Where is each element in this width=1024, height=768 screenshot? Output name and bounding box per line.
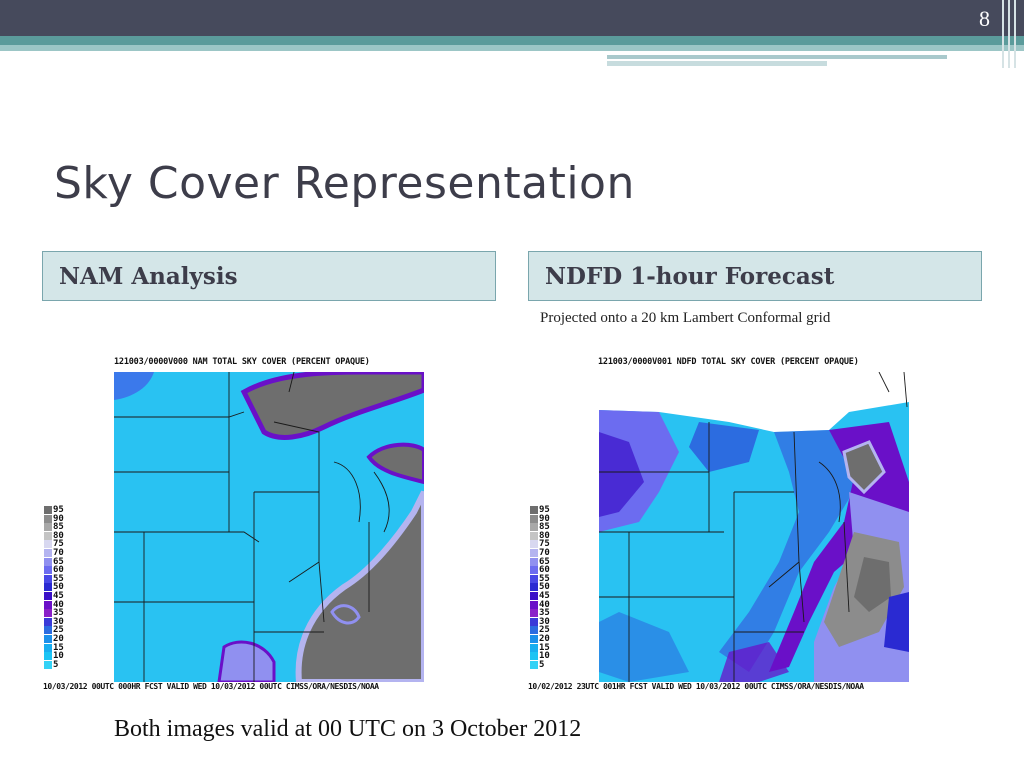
legend-label: 85	[53, 522, 64, 533]
legend-swatch	[530, 617, 538, 626]
legend-label: 20	[539, 634, 550, 644]
legend-label: 15	[539, 642, 550, 653]
legend-swatch	[530, 514, 538, 523]
legend-label: 75	[53, 539, 64, 550]
legend-label: 55	[53, 573, 64, 584]
legend-swatch	[44, 557, 52, 566]
legend-swatch	[530, 583, 538, 592]
legend-label: 10	[53, 651, 64, 662]
nam-sky-cover-map	[114, 372, 424, 682]
legend-label: 70	[53, 548, 64, 558]
legend-swatch	[44, 600, 52, 609]
page-number: 8	[979, 6, 990, 31]
legend-label: 60	[53, 565, 64, 576]
legend-label: 50	[53, 582, 64, 593]
legend-label: 65	[53, 556, 64, 567]
legend-swatch	[44, 609, 52, 618]
legend-label: 30	[539, 616, 550, 627]
legend-swatch	[44, 652, 52, 661]
ndfd-map-caption: 10/02/2012 23UTC 001HR FCST VALID WED 10…	[528, 682, 864, 691]
header-divider	[1008, 0, 1010, 68]
legend-swatch	[44, 635, 52, 643]
legend-label: 60	[539, 565, 550, 576]
legend-label: 5	[539, 659, 545, 670]
legend-label: 15	[53, 642, 64, 653]
legend-swatch	[530, 566, 538, 575]
ndfd-sky-cover-map	[599, 372, 909, 682]
legend-label: 90	[53, 513, 64, 524]
legend-label: 65	[539, 556, 550, 567]
header-divider	[1014, 0, 1016, 68]
legend-swatch	[530, 600, 538, 609]
legend-swatch	[530, 652, 538, 661]
legend-swatch	[44, 549, 52, 557]
legend-swatch	[44, 626, 52, 635]
header-shorter-stripe	[607, 61, 827, 66]
legend-swatch	[44, 660, 52, 669]
legend-label: 35	[539, 608, 550, 619]
legend-swatch	[44, 617, 52, 626]
legend-swatch	[44, 523, 52, 532]
legend-swatch	[44, 583, 52, 592]
legend-label: 95	[539, 505, 550, 515]
legend-swatch	[44, 566, 52, 575]
legend-label: 25	[53, 625, 64, 636]
legend-swatch	[530, 531, 538, 540]
sky-cover-legend: 95 90 85 80 75 70 65 60 55 50 45 40 35 30 25 20 15 10 5	[44, 506, 70, 682]
legend-swatch	[530, 523, 538, 532]
legend-swatch	[530, 643, 538, 652]
legend-swatch	[44, 574, 52, 583]
legend-label: 70	[539, 548, 550, 558]
legend-label: 10	[539, 651, 550, 662]
nam-map-title: 121003/0000V000 NAM TOTAL SKY COVER (PER…	[114, 357, 370, 367]
legend-label: 50	[539, 582, 550, 593]
legend-label: 45	[539, 591, 550, 601]
legend-swatch	[44, 592, 52, 600]
header-divider	[1002, 0, 1004, 68]
sky-cover-legend: 95 90 85 80 75 70 65 60 55 50 45 40 35 30 25 20 15 10 5	[530, 506, 556, 682]
legend-swatch	[530, 549, 538, 557]
legend-label: 30	[53, 616, 64, 627]
legend-label: 25	[539, 625, 550, 636]
legend-label: 90	[539, 513, 550, 524]
legend-swatch	[530, 592, 538, 600]
legend-label: 75	[539, 539, 550, 550]
ndfd-forecast-heading: NDFD 1-hour Forecast	[528, 251, 982, 301]
nam-map-caption: 10/03/2012 00UTC 000HR FCST VALID WED 10…	[43, 682, 379, 691]
legend-label: 55	[539, 573, 550, 584]
legend-swatch	[530, 660, 538, 669]
legend-swatch	[530, 506, 538, 514]
legend-swatch	[44, 514, 52, 523]
header-accent-stripe	[0, 36, 1024, 45]
legend-label: 80	[53, 530, 64, 541]
legend-label: 5	[53, 659, 59, 670]
ndfd-map-title: 121003/0000V001 NDFD TOTAL SKY COVER (PE…	[598, 357, 859, 367]
header-short-stripe	[607, 55, 947, 59]
validity-footnote: Both images valid at 00 UTC on 3 October…	[114, 716, 582, 742]
legend-swatch	[44, 531, 52, 540]
legend-label: 45	[53, 591, 64, 601]
projection-note: Projected onto a 20 km Lambert Conformal…	[540, 310, 831, 326]
legend-label: 40	[53, 599, 64, 610]
legend-swatch	[44, 643, 52, 652]
legend-label: 85	[539, 522, 550, 533]
legend-label: 20	[53, 634, 64, 644]
nam-analysis-heading: NAM Analysis	[42, 251, 496, 301]
legend-swatch	[530, 574, 538, 583]
legend-swatch	[530, 609, 538, 618]
legend-swatch	[530, 557, 538, 566]
legend-label: 40	[539, 599, 550, 610]
legend-swatch	[530, 626, 538, 635]
legend-label: 95	[53, 505, 64, 515]
legend-swatch	[44, 540, 52, 549]
legend-label: 80	[539, 530, 550, 541]
legend-label: 35	[53, 608, 64, 619]
legend-swatch	[44, 506, 52, 514]
legend-swatch	[530, 635, 538, 643]
slide-title: Sky Cover Representation	[54, 158, 635, 209]
header-light-stripe	[0, 45, 1024, 51]
legend-swatch	[530, 540, 538, 549]
header-bar	[0, 0, 1024, 36]
